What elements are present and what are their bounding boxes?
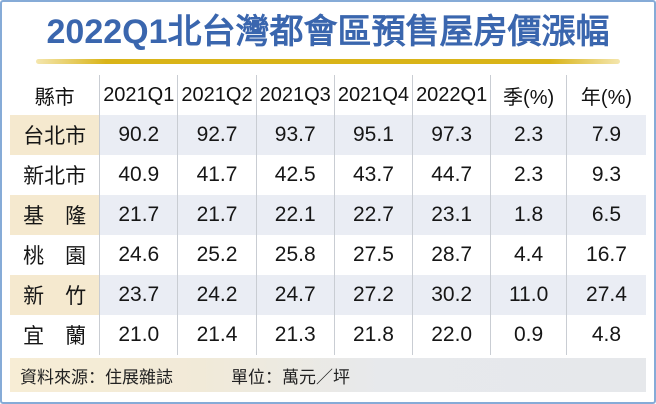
table-row: 宜 蘭 21.0 21.4 21.3 21.8 22.0 0.9 4.8 [10,315,646,355]
value-cell: 21.4 [177,315,257,355]
city-cell: 新北市 [10,155,100,195]
value-cell: 27.2 [333,275,413,315]
value-cell: 22.1 [255,195,335,235]
title-underline-rule [36,59,620,64]
value-cell: 23.1 [412,195,491,235]
footer-bar: 資料來源：住展雜誌 單位：萬元／坪 [10,358,646,392]
table-row: 新 竹 23.7 24.2 24.7 27.2 30.2 11.0 27.4 [10,275,646,315]
column-header: 2022Q1 [412,75,491,115]
value-cell: 21.7 [177,195,257,235]
city-cell: 桃 園 [10,235,100,275]
value-cell: 43.7 [333,155,413,195]
value-cell: 25.2 [177,235,257,275]
value-cell: 25.8 [255,235,335,275]
value-cell: 27.5 [333,235,413,275]
value-cell: 11.0 [490,275,567,315]
value-cell: 4.4 [490,235,567,275]
value-cell: 0.9 [490,315,567,355]
value-cell: 95.1 [333,115,413,155]
column-header: 縣市 [10,75,100,115]
value-cell: 16.7 [565,235,646,275]
value-cell: 24.2 [177,275,257,315]
value-cell: 7.9 [565,115,646,155]
value-cell: 21.7 [99,195,178,235]
column-header: 2021Q2 [177,75,257,115]
value-cell: 24.7 [255,275,335,315]
page-title: 2022Q1北台灣都會區預售屋房價漲幅 [46,13,610,51]
value-cell: 9.3 [565,155,646,195]
table-row: 基 隆 21.7 21.7 22.1 22.7 23.1 1.8 6.5 [10,195,646,235]
value-cell: 2.3 [490,115,567,155]
column-header: 季(%) [490,75,567,115]
value-cell: 23.7 [99,275,178,315]
city-cell: 宜 蘭 [10,315,100,355]
value-cell: 44.7 [412,155,491,195]
value-cell: 42.5 [255,155,335,195]
value-cell: 30.2 [412,275,491,315]
table-body: 台北市 90.2 92.7 93.7 95.1 97.3 2.3 7.9 新北市 40.9 41.7… [10,115,646,355]
unit-label: 單位：萬元／坪 [231,367,350,387]
table-header: 縣市 2021Q1 2021Q2 2021Q3 2021Q4 2022Q1 季(%) 年(%) [10,75,646,115]
header-row: 縣市 2021Q1 2021Q2 2021Q3 2021Q4 2022Q1 季(%) 年(%) [10,75,646,115]
table-row: 桃 園 24.6 25.2 25.8 27.5 28.7 4.4 16.7 [10,235,646,275]
table-row: 台北市 90.2 92.7 93.7 95.1 97.3 2.3 7.9 [10,115,646,155]
value-cell: 6.5 [565,195,646,235]
column-header: 2021Q3 [255,75,335,115]
value-cell: 21.3 [255,315,335,355]
column-header: 年(%) [565,75,646,115]
city-cell: 基 隆 [10,195,100,235]
value-cell: 21.0 [99,315,178,355]
table-row: 新北市 40.9 41.7 42.5 43.7 44.7 2.3 9.3 [10,155,646,195]
city-cell: 台北市 [10,115,100,155]
value-cell: 22.7 [333,195,413,235]
value-cell: 22.0 [412,315,491,355]
value-cell: 97.3 [412,115,491,155]
value-cell: 1.8 [490,195,567,235]
value-cell: 41.7 [177,155,257,195]
value-cell: 40.9 [99,155,178,195]
value-cell: 4.8 [565,315,646,355]
value-cell: 21.8 [333,315,413,355]
column-header: 2021Q1 [99,75,178,115]
value-cell: 24.6 [99,235,178,275]
value-cell: 2.3 [490,155,567,195]
city-cell: 新 竹 [10,275,100,315]
value-cell: 27.4 [565,275,646,315]
value-cell: 92.7 [177,115,257,155]
price-table: 縣市 2021Q1 2021Q2 2021Q3 2021Q4 2022Q1 季(%) 年(%)… [10,75,646,355]
value-cell: 28.7 [412,235,491,275]
value-cell: 93.7 [255,115,335,155]
data-source-label: 資料來源：住展雜誌 [20,367,173,387]
column-header: 2021Q4 [333,75,413,115]
value-cell: 90.2 [99,115,178,155]
